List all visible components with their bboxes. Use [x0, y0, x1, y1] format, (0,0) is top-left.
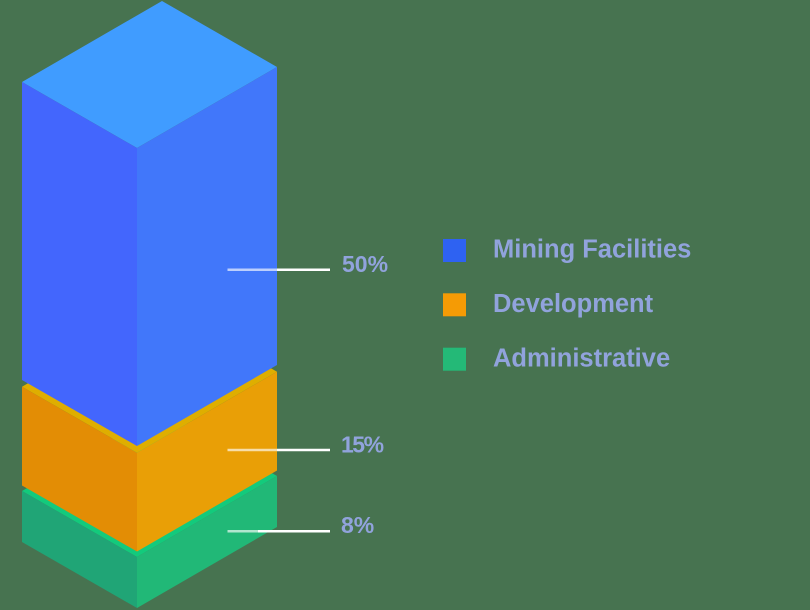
svg-text:Development: Development [493, 290, 654, 318]
svg-text:Mining Facilities: Mining Facilities [493, 236, 691, 264]
svg-text:15%: 15% [341, 431, 384, 457]
svg-text:Administrative: Administrative [493, 344, 670, 372]
svg-text:8%: 8% [341, 512, 374, 538]
svg-text:50%: 50% [342, 251, 388, 277]
